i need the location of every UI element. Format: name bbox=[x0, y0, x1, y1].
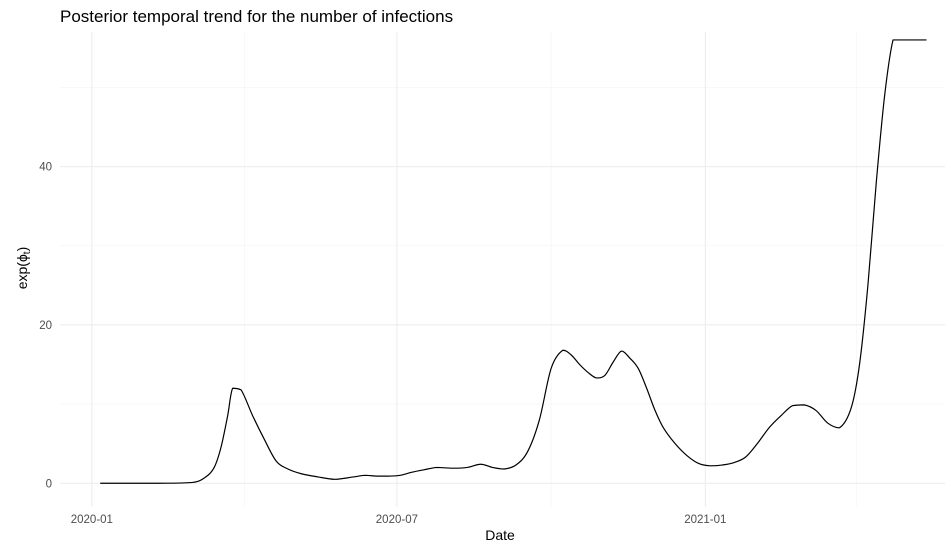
chart-title: Posterior temporal trend for the number … bbox=[60, 7, 453, 26]
x-tick-label-1: 2020-07 bbox=[376, 514, 418, 526]
y-axis-title-main: exp bbox=[14, 266, 30, 289]
y-tick-labels: 0 20 40 bbox=[39, 162, 52, 491]
x-tick-labels: 2020-01 2020-07 2021-01 bbox=[71, 514, 727, 526]
major-gridlines bbox=[60, 32, 945, 507]
x-tick-label-0: 2020-01 bbox=[71, 514, 113, 526]
svg-text:exp(ϕt): exp(ϕt) bbox=[14, 247, 33, 290]
y-axis-title-symbol: ϕ bbox=[14, 254, 30, 262]
x-axis-title: Date bbox=[485, 527, 515, 543]
y-tick-label-0: 0 bbox=[46, 478, 52, 490]
y-tick-label-2: 40 bbox=[39, 162, 52, 174]
y-tick-label-1: 20 bbox=[39, 320, 52, 332]
series-line-0 bbox=[100, 39, 927, 484]
minor-gridlines bbox=[60, 32, 945, 507]
x-tick-label-2: 2021-01 bbox=[684, 514, 726, 526]
y-axis-title: exp(ϕt) bbox=[14, 247, 33, 290]
series-layer bbox=[100, 39, 927, 484]
y-axis-title-subscript: t bbox=[22, 251, 33, 254]
